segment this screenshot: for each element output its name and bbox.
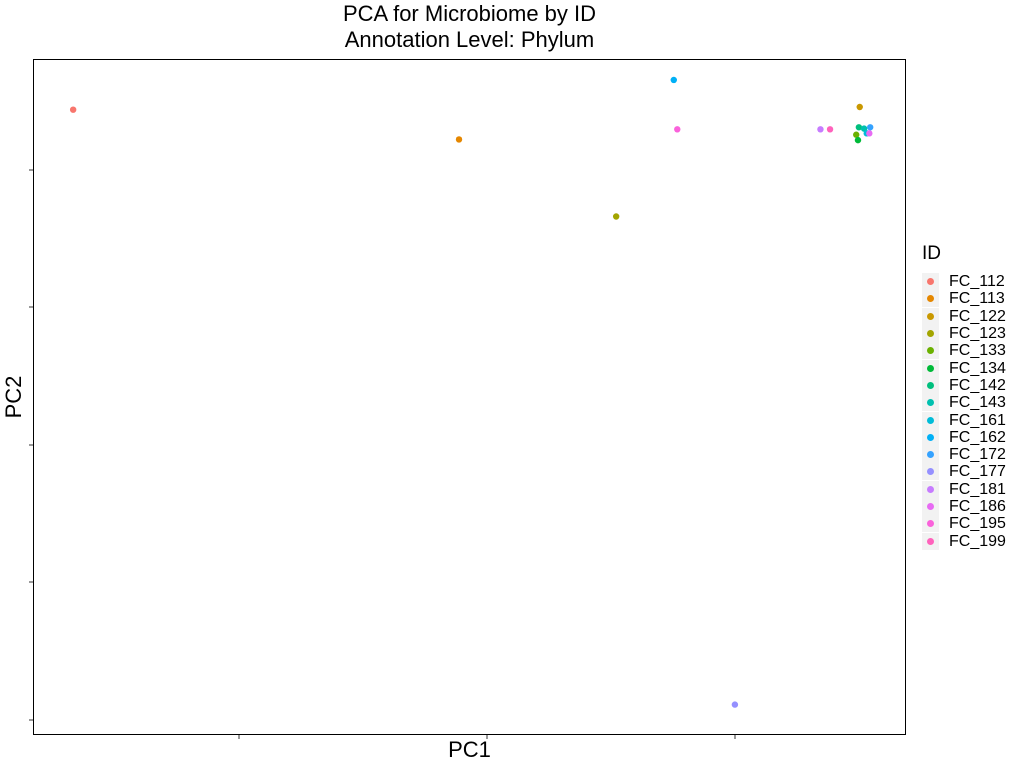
legend-item: FC_162 — [922, 428, 1006, 446]
data-point — [854, 136, 862, 144]
legend-item: FC_181 — [922, 480, 1006, 498]
data-point — [670, 76, 677, 84]
legend-label: FC_122 — [949, 307, 1006, 325]
legend-item: FC_134 — [922, 359, 1006, 377]
legend-label: FC_142 — [949, 376, 1006, 394]
legend-item: FC_177 — [922, 463, 1006, 481]
legend-dot — [927, 330, 934, 338]
legend-key — [922, 463, 939, 481]
legend-item: FC_186 — [922, 498, 1006, 515]
legend-key — [922, 342, 939, 360]
legend-label: FC_172 — [949, 446, 1006, 464]
legend-label: FC_195 — [949, 515, 1006, 533]
legend-key — [922, 273, 939, 291]
data-point — [69, 106, 77, 113]
legend-label: FC_113 — [949, 290, 1005, 308]
legend-dot — [927, 295, 934, 303]
legend-dot — [927, 537, 934, 545]
legend-label: FC_177 — [949, 463, 1006, 481]
legend-key — [922, 359, 939, 377]
x-axis-label: PC1 — [448, 737, 491, 762]
legend-title: ID — [922, 243, 941, 264]
legend-key — [922, 532, 939, 550]
legend-label: FC_112 — [949, 273, 1005, 291]
legend-dot — [927, 347, 934, 355]
legend-key — [922, 480, 939, 498]
legend-dot — [927, 312, 934, 320]
legend-key — [922, 411, 939, 429]
legend-label: FC_186 — [949, 498, 1006, 515]
data-point — [731, 701, 739, 708]
legend-label: FC_181 — [949, 480, 1006, 498]
legend-item: FC_122 — [922, 307, 1006, 325]
legend-key — [922, 307, 939, 325]
legend-item: FC_113 — [922, 290, 1006, 308]
legend-item: FC_112 — [922, 273, 1006, 291]
legend-dot — [927, 433, 934, 441]
legend-dot — [927, 381, 934, 389]
legend-dot — [927, 468, 934, 476]
legend-label: FC_134 — [949, 359, 1006, 377]
data-point — [866, 130, 873, 137]
legend-key — [922, 394, 939, 412]
legend-items: FC_112 FC_113 FC_122 FC_123 FC_133 FC_134 FC_1… — [922, 273, 1006, 550]
legend-key — [922, 290, 939, 308]
data-point — [867, 124, 874, 131]
x-axis — [238, 735, 736, 739]
chart-title: PCA for Microbiome by ID — [342, 1, 597, 26]
legend-item: FC_195 — [922, 515, 1006, 533]
legend-dot — [927, 451, 934, 459]
chart-subtitle: Annotation Level: Phylum — [344, 27, 595, 52]
legend-key — [922, 376, 939, 394]
legend-item: FC_199 — [922, 532, 1006, 550]
legend-key — [922, 428, 939, 446]
legend-label: FC_143 — [949, 394, 1006, 412]
legend-dot — [927, 278, 934, 286]
plot-panel — [33, 59, 906, 735]
legend-dot — [927, 399, 934, 407]
legend-key — [922, 446, 939, 464]
legend-dot — [927, 416, 934, 424]
legend-dot — [927, 520, 934, 528]
data-point — [817, 126, 824, 133]
legend-item: FC_172 — [922, 446, 1006, 464]
data-point — [860, 125, 868, 132]
legend-dot — [927, 503, 934, 510]
y-axis-label: PC2 — [1, 375, 26, 419]
legend-item: FC_143 — [922, 394, 1006, 412]
legend-key — [922, 515, 939, 533]
legend-dot — [927, 485, 934, 493]
legend-item: FC_133 — [922, 342, 1006, 360]
data-point — [674, 126, 681, 133]
legend-label: FC_133 — [949, 342, 1006, 360]
data-point — [856, 103, 863, 111]
legend-item: FC_123 — [922, 325, 1006, 343]
data-point — [455, 136, 463, 143]
data-points — [69, 76, 874, 708]
legend: ID FC_112 FC_113 FC_122 FC_123 FC_133 FC_134 F… — [922, 242, 1006, 550]
legend-dot — [927, 364, 934, 372]
data-point — [826, 126, 834, 133]
data-point — [855, 124, 863, 131]
y-axis — [29, 169, 33, 721]
legend-item: FC_142 — [922, 376, 1006, 394]
data-point — [853, 131, 860, 138]
legend-label: FC_199 — [949, 532, 1006, 550]
legend-label: FC_123 — [949, 325, 1006, 343]
data-point — [612, 213, 620, 220]
legend-key — [922, 325, 939, 343]
legend-label: FC_161 — [949, 411, 1006, 429]
legend-key — [922, 498, 939, 515]
legend-label: FC_162 — [949, 428, 1006, 446]
legend-item: FC_161 — [922, 411, 1006, 429]
